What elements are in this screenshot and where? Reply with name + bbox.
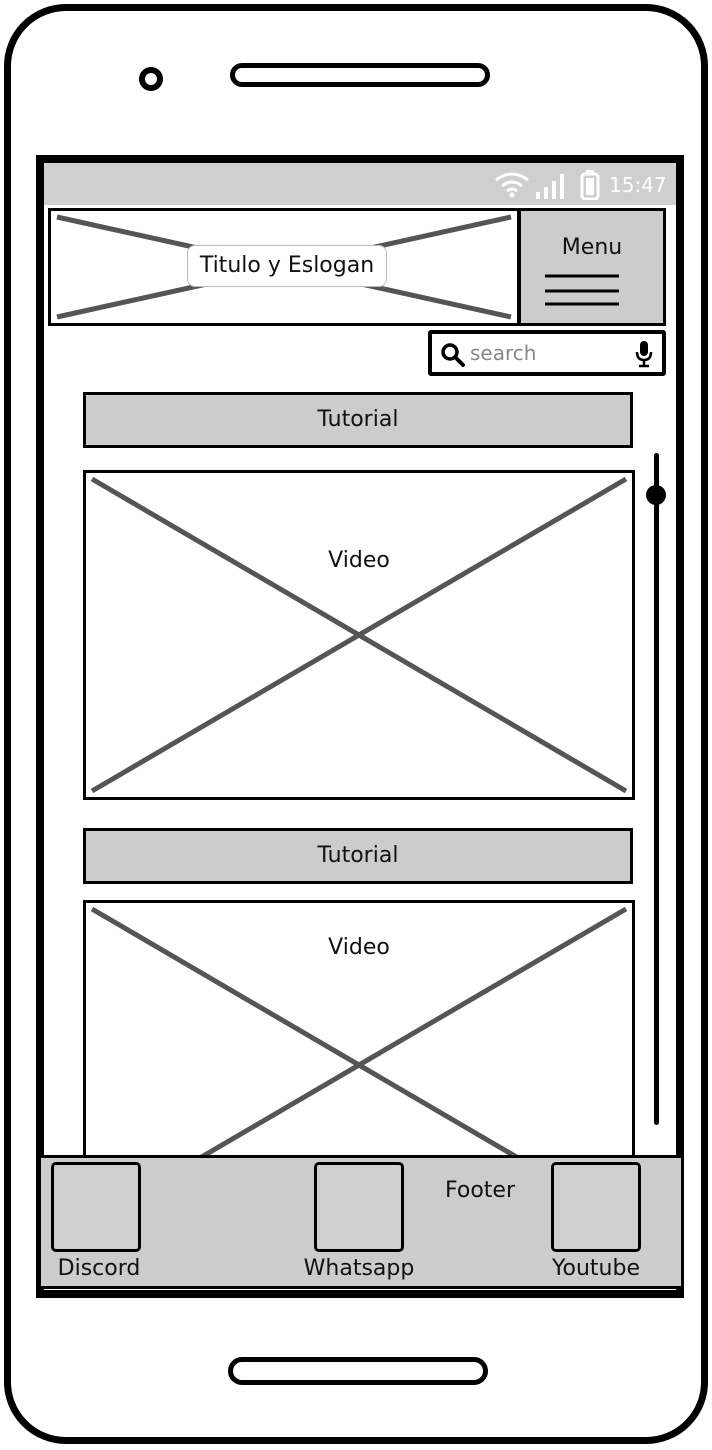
video-label: Video [328, 935, 390, 960]
footer-title: Footer [445, 1178, 515, 1203]
tutorial-button[interactable]: Tutorial [83, 828, 633, 884]
discord-icon[interactable] [51, 1162, 141, 1252]
header-banner: Titulo y Eslogan [48, 208, 520, 326]
youtube-icon[interactable] [551, 1162, 641, 1252]
status-time: 15:47 [609, 173, 667, 197]
microphone-icon[interactable] [634, 340, 654, 368]
phone-screen: 15:47 Titulo y Eslogan Menu Tutorial [36, 155, 684, 1298]
title-slogan: Titulo y Eslogan [187, 245, 387, 287]
search-input[interactable] [470, 338, 630, 368]
status-bar: 15:47 [44, 163, 676, 205]
whatsapp-icon[interactable] [314, 1162, 404, 1252]
video-label: Video [328, 548, 390, 573]
discord-link[interactable]: Discord [57, 1256, 141, 1281]
youtube-link[interactable]: Youtube [552, 1256, 640, 1281]
menu-label: Menu [561, 235, 623, 260]
search-icon[interactable] [440, 342, 466, 368]
search-box [428, 330, 666, 376]
video-placeholder-cross [90, 476, 628, 794]
scrollbar-thumb[interactable] [646, 485, 666, 505]
wifi-icon [495, 172, 529, 198]
scrollbar-track[interactable] [654, 453, 659, 1125]
video-player[interactable]: Video [83, 470, 635, 800]
tutorial-button[interactable]: Tutorial [83, 392, 633, 448]
footer: Footer Discord Whatsapp Youtube [38, 1155, 684, 1289]
menu-button[interactable]: Menu [518, 208, 666, 326]
speaker-slot [230, 63, 490, 87]
whatsapp-link[interactable]: Whatsapp [303, 1256, 415, 1281]
hamburger-icon [545, 274, 619, 306]
signal-icon [536, 174, 564, 199]
battery-icon [580, 170, 600, 200]
camera-icon [139, 67, 163, 91]
home-button[interactable] [228, 1357, 488, 1385]
